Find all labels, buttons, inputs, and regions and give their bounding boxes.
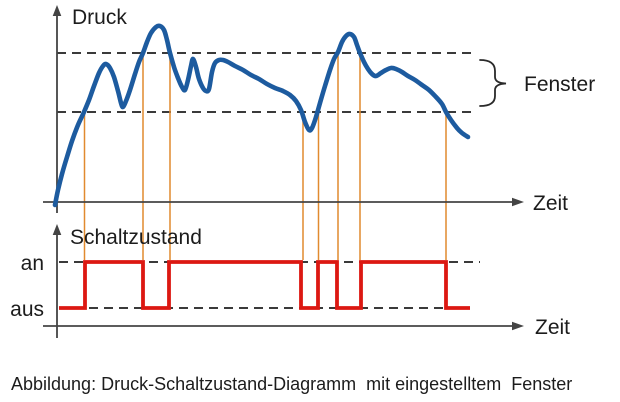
state-axis-label: Schaltzustand — [70, 226, 202, 249]
pressure-axis-label: Druck — [72, 6, 127, 29]
threshold-crossing-marker-lines — [83, 53, 447, 260]
time-axis-bottom-arrowhead-icon — [512, 321, 524, 331]
pressure-curve — [52, 23, 471, 208]
diagram-svg: Druck Zeit Fenster Schaltzustand an aus … — [10, 5, 595, 339]
time-axis-label-top: Zeit — [533, 192, 568, 215]
switch-state-chart: Schaltzustand an aus Zeit — [10, 224, 570, 339]
state-y-axis-arrowhead-icon — [52, 224, 62, 235]
window-brace-icon — [479, 59, 507, 107]
window-label: Fenster — [524, 73, 595, 96]
time-axis-label-bottom: Zeit — [535, 316, 570, 339]
figure-caption: Abbildung: Druck-Schaltzustand-Diagramm … — [11, 374, 573, 394]
on-state-label: an — [21, 252, 44, 275]
pressure-chart: Druck Zeit Fenster — [43, 5, 595, 260]
switch-state-trace — [59, 260, 470, 310]
pressure-y-axis-arrowhead-icon — [52, 5, 62, 16]
time-axis-top-arrowhead-icon — [512, 197, 524, 207]
off-state-label: aus — [10, 298, 44, 321]
